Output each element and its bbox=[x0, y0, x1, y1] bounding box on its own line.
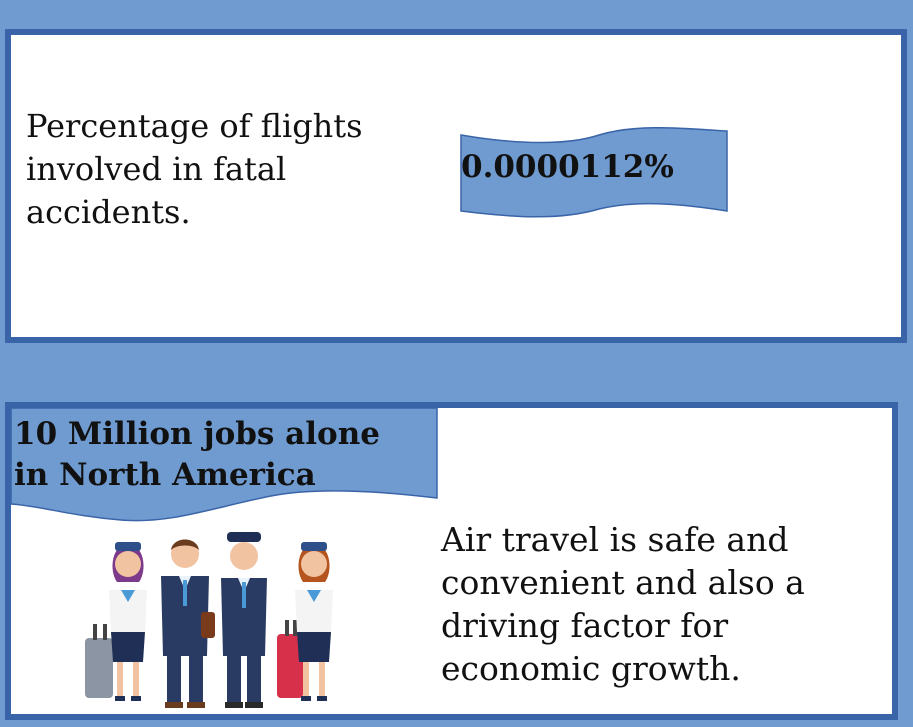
jobs-headline: 10 Million jobs alone in North America bbox=[14, 416, 380, 493]
wave-banner-shape bbox=[11, 408, 438, 522]
wave-banner-shape bbox=[460, 127, 728, 218]
jobs-headline-banner: 10 Million jobs alone in North America bbox=[11, 408, 439, 526]
safety-stat-panel: Percentage of flights involved in fatal … bbox=[5, 29, 907, 343]
flight-attendant-icon bbox=[277, 542, 333, 701]
jobs-body-text: Air travel is safe and convenient and al… bbox=[441, 520, 805, 688]
stat-value-banner: 0.0000112% bbox=[459, 127, 731, 223]
stat-value: 0.0000112% bbox=[461, 149, 674, 185]
pilot-icon bbox=[221, 532, 267, 708]
stat-label: Percentage of flights involved in fatal … bbox=[26, 107, 363, 231]
pilot-icon bbox=[161, 539, 215, 708]
jobs-panel: 10 Million jobs alone in North America bbox=[5, 402, 898, 720]
flight-crew-illustration bbox=[85, 532, 333, 708]
flight-attendant-icon bbox=[85, 542, 147, 701]
